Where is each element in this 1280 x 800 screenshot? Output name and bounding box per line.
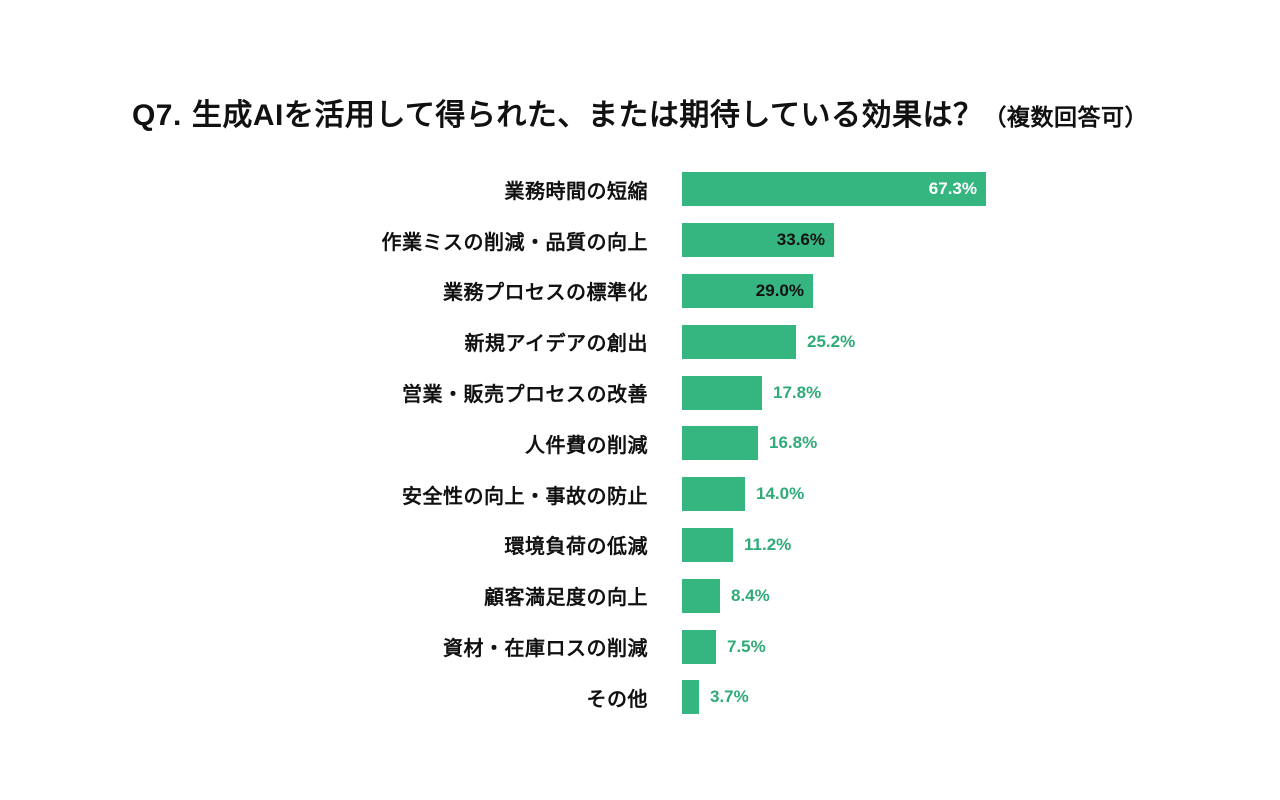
category-label: 新規アイデアの創出	[464, 333, 648, 356]
value-label: 3.7%	[710, 687, 749, 707]
chart-row: 顧客満足度の向上 8.4%	[0, 570, 1280, 621]
chart-row: 環境負荷の低減 11.2%	[0, 520, 1280, 571]
bar-chart: 業務時間の短縮 67.3% 作業ミスの削減・品質の向上 33.6% 業務プロセスの標準化…	[0, 164, 1280, 723]
value-label: 67.3%	[928, 179, 977, 199]
question-text: 生成AIを活用して得られた、または期待している効果は？	[191, 99, 984, 133]
question-note: （複数回答可）	[983, 104, 1149, 131]
value-label: 16.8%	[769, 433, 818, 453]
category-label: 人件費の削減	[525, 434, 648, 457]
value-label: 11.2%	[744, 534, 792, 554]
bar: 29.0%	[682, 273, 813, 308]
category-label: 営業・販売プロセスの改善	[402, 384, 648, 407]
bar-area: 7.5%	[682, 629, 1280, 664]
chart-row: その他 3.7%	[0, 672, 1280, 723]
bar-area: 33.6%	[682, 223, 1280, 258]
bar	[682, 629, 716, 664]
bar: 67.3%	[682, 172, 986, 207]
question-number: Q7.	[131, 99, 182, 133]
chart-row: 作業ミスの削減・品質の向上 33.6%	[0, 215, 1280, 266]
bar-area: 16.8%	[682, 426, 1280, 461]
bar: 33.6%	[682, 223, 834, 258]
category-label: 業務時間の短縮	[504, 180, 648, 203]
bar-area: 17.8%	[682, 375, 1280, 410]
chart-row: 業務時間の短縮 67.3%	[0, 164, 1280, 215]
bar	[682, 426, 758, 461]
chart-row: 資材・在庫ロスの削減 7.5%	[0, 621, 1280, 672]
bar	[682, 680, 699, 715]
bar-area: 3.7%	[682, 680, 1280, 715]
bar-area: 14.0%	[682, 477, 1280, 512]
value-label: 29.0%	[755, 280, 804, 300]
bar-area: 29.0%	[682, 273, 1280, 308]
bar-area: 11.2%	[682, 527, 1280, 562]
value-label: 8.4%	[731, 585, 770, 605]
category-label: 作業ミスの削減・品質の向上	[381, 231, 648, 254]
chart-row: 営業・販売プロセスの改善 17.8%	[0, 367, 1280, 418]
value-label: 33.6%	[776, 230, 825, 250]
value-label: 17.8%	[773, 382, 822, 402]
bar-area: 8.4%	[682, 578, 1280, 613]
value-label: 25.2%	[807, 331, 856, 351]
chart-row: 安全性の向上・事故の防止 14.0%	[0, 469, 1280, 520]
category-label: 資材・在庫ロスの削減	[443, 638, 648, 661]
chart-row: 業務プロセスの標準化 29.0%	[0, 266, 1280, 317]
category-label: 業務プロセスの標準化	[443, 282, 648, 305]
category-label: 顧客満足度の向上	[484, 587, 648, 610]
value-label: 7.5%	[727, 636, 766, 656]
value-label: 14.0%	[756, 484, 805, 504]
category-label: 安全性の向上・事故の防止	[402, 485, 648, 508]
bar	[682, 324, 796, 359]
bar	[682, 578, 720, 613]
bar	[682, 527, 733, 562]
bar-area: 25.2%	[682, 324, 1280, 359]
bar	[682, 477, 745, 512]
chart-row: 人件費の削減 16.8%	[0, 418, 1280, 469]
bar	[682, 375, 762, 410]
chart-row: 新規アイデアの創出 25.2%	[0, 316, 1280, 367]
category-label: 環境負荷の低減	[504, 536, 648, 559]
category-label: その他	[586, 688, 648, 711]
bar-area: 67.3%	[682, 172, 1280, 207]
chart-title: Q7. 生成AIを活用して得られた、または期待している効果は？（複数回答可）	[0, 90, 1280, 134]
